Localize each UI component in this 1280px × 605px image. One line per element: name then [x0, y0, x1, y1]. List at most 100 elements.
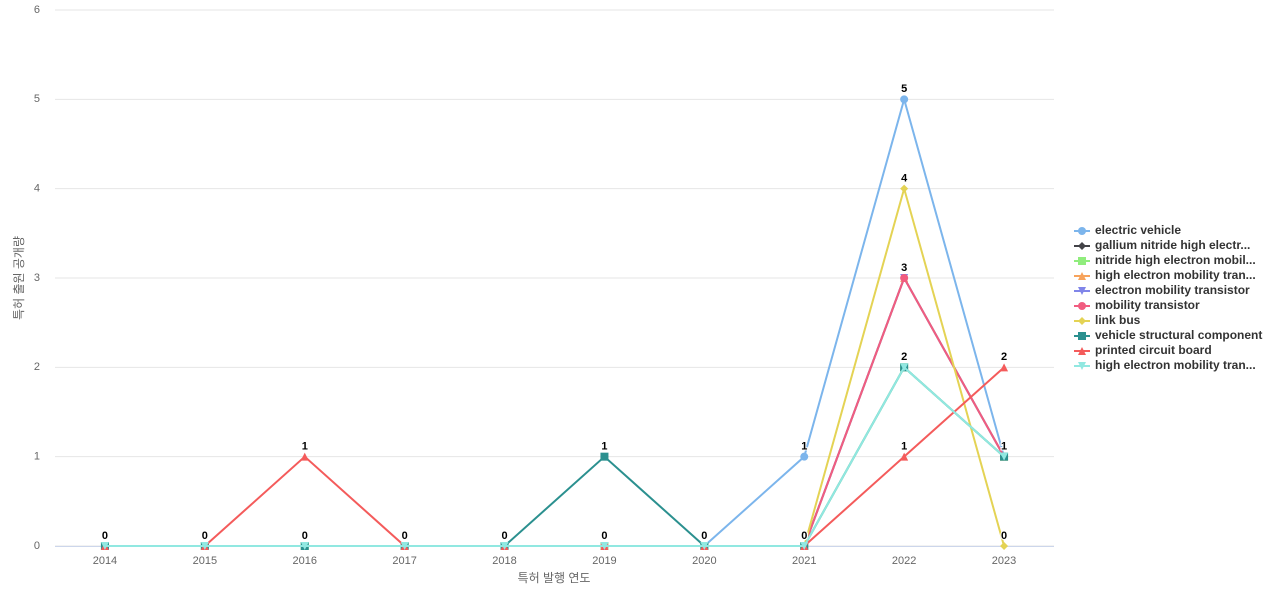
data-label: 0	[701, 530, 707, 542]
legend-item[interactable]: high electron mobility tran...	[1074, 268, 1256, 282]
data-label: 0	[701, 530, 707, 542]
data-label: 3	[901, 262, 907, 274]
data-label: 0	[202, 530, 208, 542]
data-label: 1	[1001, 441, 1007, 453]
x-tick-label: 2015	[193, 555, 217, 567]
data-label: 0	[701, 530, 707, 542]
x-axis-title: 특허 발행 연도	[518, 570, 591, 585]
data-label: 0	[402, 530, 408, 542]
data-label: 0	[801, 530, 807, 542]
data-label: 3	[901, 262, 907, 274]
data-label: 0	[601, 530, 607, 542]
data-label: 1	[1001, 441, 1007, 453]
data-point	[1000, 452, 1009, 461]
legend-label: electric vehicle	[1095, 223, 1181, 237]
data-label: 1	[302, 441, 308, 453]
data-label: 0	[102, 530, 108, 542]
data-point	[900, 95, 909, 104]
data-label: 0	[601, 530, 607, 542]
data-label: 0	[701, 530, 707, 542]
legend-item[interactable]: nitride high electron mobil...	[1074, 253, 1256, 267]
series-line	[104, 275, 1005, 547]
data-label: 0	[501, 530, 507, 542]
data-label: 0	[402, 530, 408, 542]
legend-label: high electron mobility tran...	[1095, 268, 1256, 282]
y-tick-label: 5	[34, 93, 40, 105]
series-line	[104, 275, 1005, 547]
y-tick-label: 1	[34, 451, 40, 463]
data-label: 0	[102, 530, 108, 542]
data-label: 0	[202, 530, 208, 542]
data-label: 0	[202, 530, 208, 542]
legend-marker	[1078, 287, 1086, 295]
data-label: 2	[901, 351, 907, 363]
data-label: 0	[801, 530, 807, 542]
x-tick-label: 2021	[792, 555, 816, 567]
data-point	[700, 542, 709, 550]
data-label: 1	[1001, 441, 1007, 453]
data-point	[300, 452, 309, 461]
legend-marker	[1078, 317, 1086, 325]
data-label: 2	[901, 351, 907, 363]
series-line	[104, 95, 1006, 547]
data-point	[900, 363, 909, 372]
data-label: 0	[202, 530, 208, 542]
legend-label: mobility transistor	[1095, 298, 1200, 312]
data-label: 0	[801, 530, 807, 542]
data-label: 0	[302, 530, 308, 542]
x-tick-label: 2017	[392, 555, 416, 567]
data-label: 1	[1001, 441, 1007, 453]
legend-item[interactable]: vehicle structural component	[1074, 328, 1262, 342]
data-point	[200, 542, 209, 550]
data-label: 0	[202, 530, 208, 542]
data-label: 0	[402, 530, 408, 542]
data-label: 0	[501, 530, 507, 542]
data-point	[400, 542, 409, 550]
legend-label: high electron mobility tran...	[1095, 358, 1256, 372]
data-label: 0	[102, 530, 108, 542]
data-label: 0	[402, 530, 408, 542]
legend-item[interactable]: mobility transistor	[1074, 298, 1200, 312]
legend-marker	[1078, 362, 1086, 370]
y-axis-title: 특허 출원 공개량	[12, 236, 26, 320]
data-label: 5	[901, 83, 907, 95]
data-label: 0	[701, 530, 707, 542]
legend-item[interactable]: link bus	[1074, 313, 1141, 327]
data-label: 0	[501, 530, 507, 542]
legend-item[interactable]: electric vehicle	[1074, 223, 1181, 237]
data-label: 0	[501, 530, 507, 542]
legend-item[interactable]: high electron mobility tran...	[1074, 358, 1256, 372]
data-label: 0	[601, 530, 607, 542]
legend-item[interactable]: gallium nitride high electr...	[1074, 238, 1250, 252]
data-label: 0	[501, 530, 507, 542]
data-label: 1	[1001, 441, 1007, 453]
data-point	[1000, 363, 1009, 372]
data-label: 0	[801, 530, 807, 542]
data-label: 0	[302, 530, 308, 542]
data-label: 0	[601, 530, 607, 542]
data-label: 1	[601, 441, 607, 453]
legend-item[interactable]: electron mobility transistor	[1074, 283, 1250, 297]
data-label: 0	[701, 530, 707, 542]
data-label: 0	[102, 530, 108, 542]
y-tick-label: 2	[34, 361, 40, 373]
data-label: 0	[402, 530, 408, 542]
x-tick-label: 2023	[992, 555, 1016, 567]
data-label: 0	[402, 530, 408, 542]
legend-label: link bus	[1095, 313, 1141, 327]
data-label: 0	[202, 530, 208, 542]
data-label: 2	[1001, 351, 1007, 363]
data-label: 0	[102, 530, 108, 542]
data-label: 0	[302, 530, 308, 542]
data-label: 0	[601, 530, 607, 542]
legend-marker	[1078, 302, 1086, 310]
data-label: 0	[102, 530, 108, 542]
data-point	[600, 542, 609, 550]
data-label: 0	[601, 530, 607, 542]
legend-item[interactable]: printed circuit board	[1074, 343, 1212, 357]
data-label: 1	[901, 441, 907, 453]
data-label: 2	[901, 351, 907, 363]
data-label: 0	[202, 530, 208, 542]
data-label: 4	[901, 173, 908, 185]
